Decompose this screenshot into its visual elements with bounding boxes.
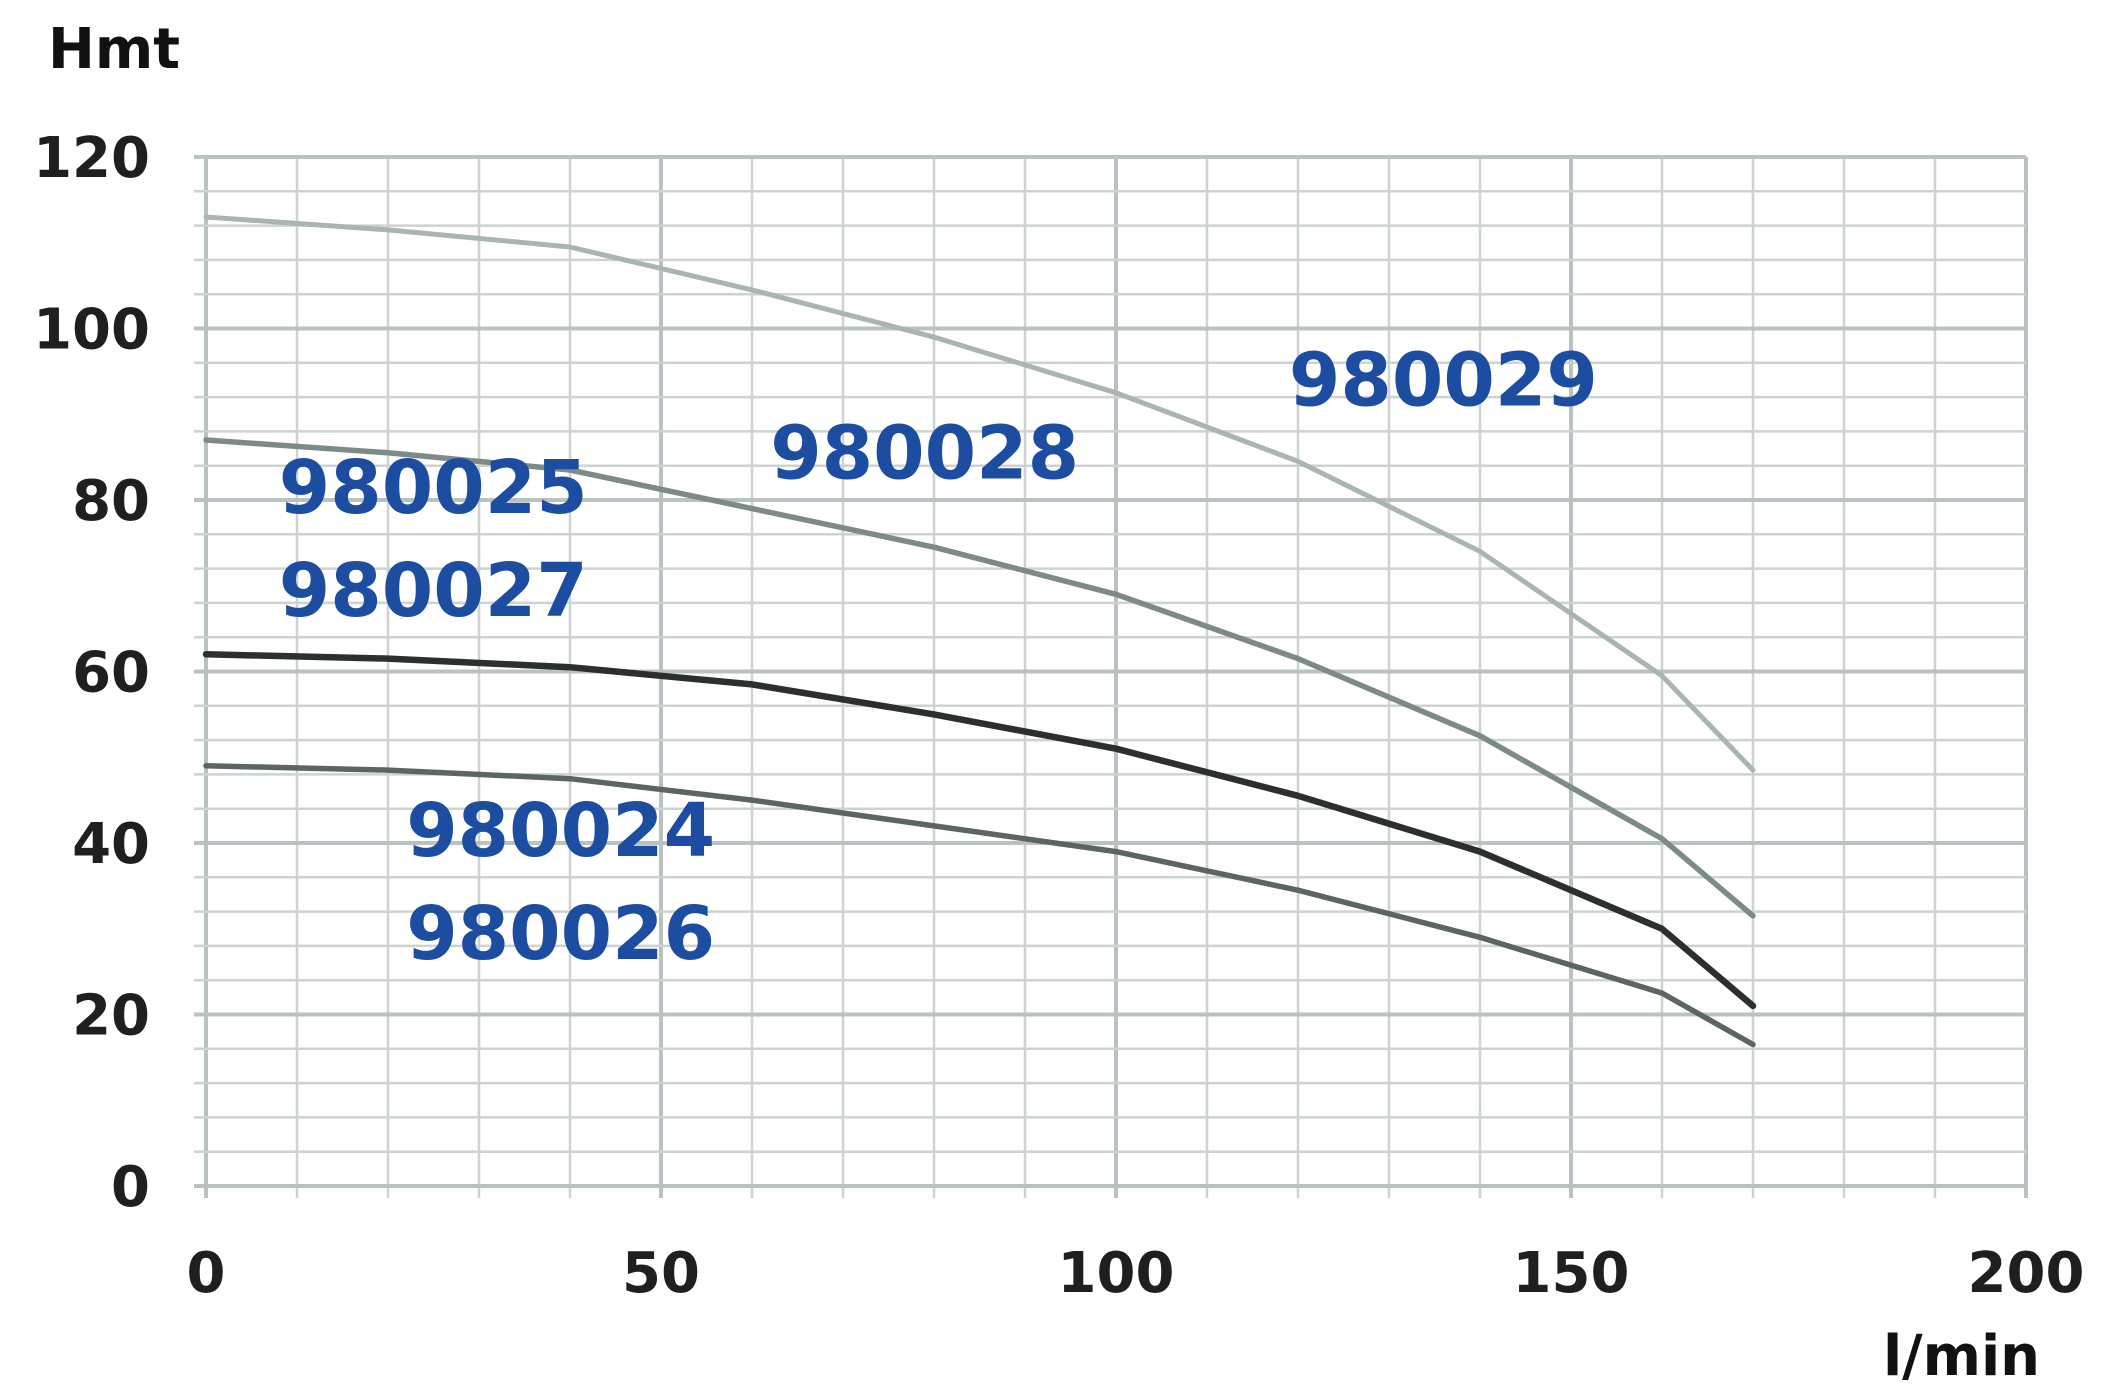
series-labels: 980029 980028 980025 980027 980024 980026: [279, 338, 1598, 977]
y-tick-label: 40: [72, 812, 150, 877]
series-label: 980026: [406, 891, 715, 977]
y-tick-label: 80: [72, 469, 150, 534]
y-tick-label: 0: [111, 1155, 150, 1220]
y-tick-label: 100: [33, 298, 150, 363]
y-tick-label: 120: [33, 126, 150, 191]
y-axis-ticks: 0 20 40 60 80 100 120: [33, 126, 150, 1220]
y-tick-label: 20: [72, 984, 150, 1049]
x-tick-label: 100: [1058, 1241, 1175, 1306]
y-axis-title: Hmt: [48, 17, 180, 82]
grid: [194, 155, 2028, 1198]
x-tick-label: 150: [1513, 1241, 1630, 1306]
series-label: 980029: [1289, 338, 1598, 424]
series-line-2: [203, 437, 1756, 919]
series-label: 980027: [279, 548, 588, 634]
x-axis-ticks: 0 50 100 150 200: [187, 1241, 2085, 1306]
x-tick-label: 200: [1968, 1241, 2085, 1306]
series-line-4: [203, 763, 1756, 1048]
series-line-3: [202, 651, 1757, 1010]
series-line-1: [203, 214, 1756, 773]
series-label: 980028: [770, 411, 1079, 497]
y-tick-label: 60: [72, 641, 150, 706]
series-label: 980025: [279, 445, 588, 531]
x-axis-title: l/min: [1883, 1324, 2040, 1387]
series-label: 980024: [406, 788, 715, 874]
series-group: [202, 214, 1757, 1048]
x-tick-label: 0: [187, 1241, 226, 1306]
x-tick-label: 50: [622, 1241, 700, 1306]
